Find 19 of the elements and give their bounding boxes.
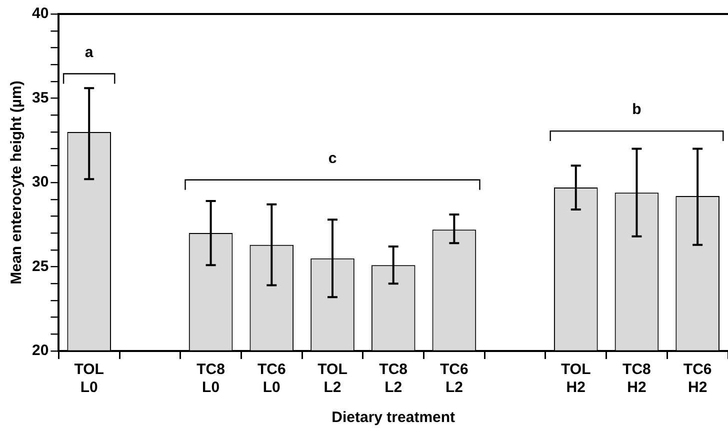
y-tick-label: 35 bbox=[32, 89, 49, 106]
x-tick-label: TC6 L2 bbox=[440, 361, 468, 396]
annotation: c bbox=[328, 150, 337, 168]
x-tick-label: TC6 H2 bbox=[683, 361, 712, 396]
y-tick-label: 40 bbox=[32, 5, 49, 22]
annotation: b bbox=[632, 101, 642, 118]
y-tick-label: 30 bbox=[32, 174, 49, 191]
x-tick-label: TC6 L0 bbox=[257, 361, 286, 396]
x-tick-label: TC8 L0 bbox=[196, 361, 225, 396]
y-axis-title: Mean enterocyte height (µm) bbox=[8, 80, 26, 284]
x-tick-label: TC8 H2 bbox=[622, 361, 651, 396]
x-tick-label: TC8 L2 bbox=[379, 361, 408, 396]
y-tick-label: 20 bbox=[32, 342, 49, 360]
x-tick-label: TOL L2 bbox=[318, 361, 348, 396]
annotation: a bbox=[84, 44, 94, 61]
x-tick-label: TOL H2 bbox=[561, 361, 591, 396]
y-tick-label: 25 bbox=[32, 258, 49, 275]
x-tick-label: TOL L0 bbox=[74, 361, 104, 396]
x-axis-title: Dietary treatment bbox=[332, 409, 456, 426]
